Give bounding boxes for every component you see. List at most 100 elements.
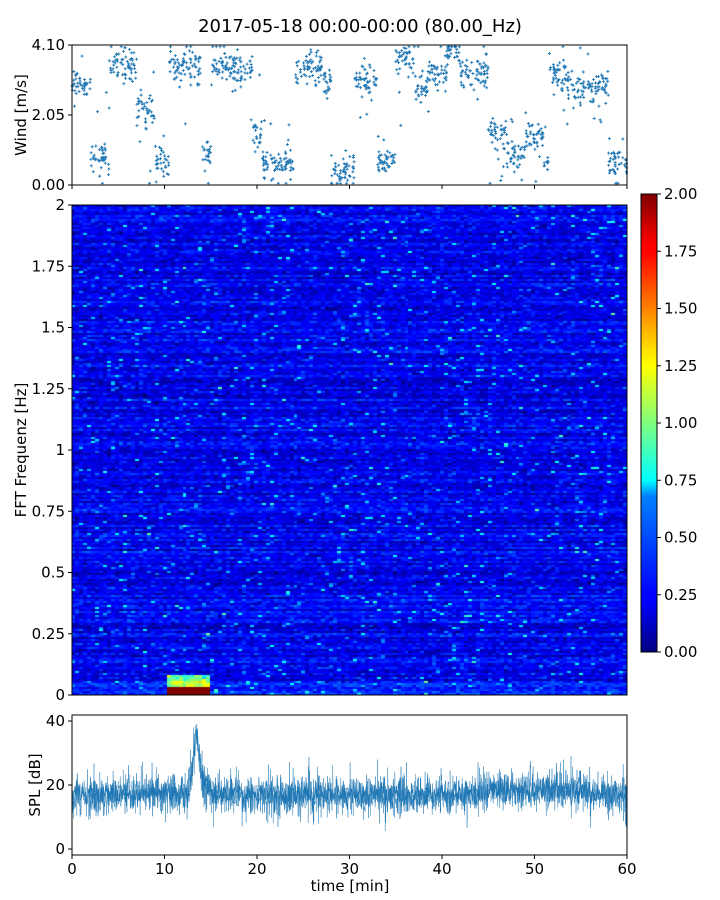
wind-point <box>407 45 411 49</box>
wind-point <box>490 140 494 144</box>
wind-point <box>496 138 500 142</box>
wind-point <box>237 68 241 72</box>
wind-point <box>435 65 439 69</box>
wind-point <box>160 167 164 171</box>
wind-point <box>528 141 532 145</box>
wind-point <box>376 162 380 166</box>
wind-point <box>143 117 147 121</box>
spectrogram-panel: 0 0.25 0.5 0.75 1 1.25 1.5 1.75 2 FFT Frequenz [… <box>12 196 628 704</box>
wind-point <box>314 54 318 58</box>
wind-point <box>248 59 252 63</box>
wind-point <box>376 134 380 138</box>
colorbar-ticks: 0.00 0.25 0.50 0.75 1.00 1.25 1.50 1.75 2.00 <box>657 185 697 661</box>
wind-point <box>617 162 621 166</box>
wind-point <box>369 98 373 102</box>
wind-point <box>80 54 84 58</box>
wind-point <box>214 45 218 49</box>
wind-point <box>351 165 355 169</box>
wind-point <box>188 49 192 53</box>
wind-point <box>431 77 435 81</box>
wind-point <box>549 66 553 70</box>
wind-point <box>338 178 342 182</box>
wind-point <box>489 124 493 128</box>
wind-point <box>313 79 317 83</box>
wind-point <box>446 45 450 49</box>
wind-point <box>145 100 149 104</box>
spl-line-core <box>71 728 628 814</box>
colorbar-tick-label: 1.75 <box>664 242 697 260</box>
wind-point <box>85 92 89 96</box>
wind-point <box>276 181 280 185</box>
wind-point <box>557 77 561 81</box>
wind-point <box>551 76 555 80</box>
wind-point <box>479 71 483 75</box>
wind-point <box>604 82 608 86</box>
wind-point <box>344 149 348 153</box>
wind-point <box>482 45 486 49</box>
wind-point <box>88 77 92 81</box>
wind-point <box>397 90 401 94</box>
wind-point <box>500 133 504 137</box>
wind-point <box>262 158 266 162</box>
wind-point <box>509 160 513 164</box>
wind-point <box>106 162 110 166</box>
wind-point <box>89 157 93 161</box>
wind-point <box>565 78 569 82</box>
wind-point <box>345 167 349 171</box>
wind-point <box>367 86 371 90</box>
wind-point <box>364 87 368 91</box>
wind-point <box>255 126 259 130</box>
wind-point <box>334 169 338 173</box>
spectrogram-y-tick-label: 0.75 <box>32 502 65 520</box>
wind-point <box>173 71 177 75</box>
wind-point <box>546 159 550 163</box>
wind-point <box>314 66 318 70</box>
wind-point <box>489 132 493 136</box>
wind-point <box>177 71 181 75</box>
wind-point <box>553 74 557 78</box>
wind-point <box>261 163 265 167</box>
wind-point <box>607 171 611 175</box>
wind-point <box>360 95 364 99</box>
wind-point <box>561 45 565 49</box>
wind-point <box>476 97 480 101</box>
spl-x-ticks: 0 10 20 30 40 50 60 <box>67 855 637 878</box>
wind-point <box>392 156 396 160</box>
wind-point <box>132 62 136 66</box>
wind-point <box>482 84 486 88</box>
wind-point <box>184 61 188 65</box>
wind-point <box>284 181 288 185</box>
wind-point <box>137 109 141 113</box>
wind-point <box>564 78 568 82</box>
wind-point <box>565 86 569 90</box>
wind-point <box>298 70 302 74</box>
wind-point <box>101 152 105 156</box>
wind-point <box>343 176 347 180</box>
wind-point <box>520 178 524 182</box>
wind-point <box>546 156 550 160</box>
wind-point <box>541 143 545 147</box>
wind-point <box>494 132 498 136</box>
wind-point <box>402 46 406 50</box>
wind-point <box>562 108 566 112</box>
wind-point <box>152 116 156 120</box>
wind-point <box>96 158 100 162</box>
spl-y-tick-label: 40 <box>46 712 65 730</box>
wind-point <box>360 64 364 68</box>
wind-point <box>398 67 402 71</box>
wind-point <box>540 137 544 141</box>
wind-point <box>165 158 169 162</box>
wind-point <box>201 145 205 149</box>
wind-point <box>482 61 486 65</box>
wind-point <box>434 83 438 87</box>
wind-point <box>344 164 348 168</box>
wind-point <box>315 69 319 73</box>
wind-point <box>76 85 80 89</box>
wind-point <box>454 51 458 55</box>
wind-point <box>220 76 224 80</box>
wind-point <box>516 154 520 158</box>
wind-point <box>459 64 463 68</box>
wind-point <box>211 70 215 74</box>
wind-point <box>536 122 540 126</box>
wind-point <box>221 60 225 64</box>
